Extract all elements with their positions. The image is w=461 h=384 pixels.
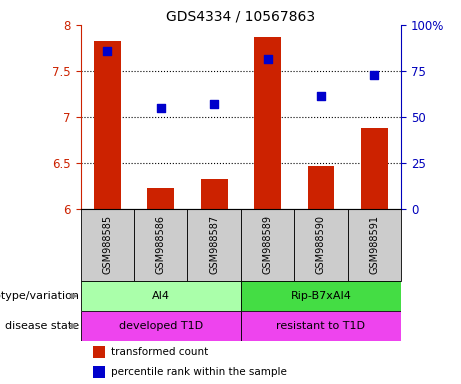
Text: AI4: AI4 bbox=[152, 291, 170, 301]
Bar bbox=[81, 281, 241, 311]
Bar bbox=[94, 366, 105, 378]
Bar bbox=[201, 179, 228, 209]
Bar bbox=[94, 41, 121, 209]
Text: resistant to T1D: resistant to T1D bbox=[277, 321, 366, 331]
Bar bbox=[241, 311, 401, 341]
Point bbox=[211, 101, 218, 107]
Bar bbox=[134, 209, 188, 281]
Bar bbox=[294, 209, 348, 281]
Bar bbox=[81, 209, 134, 281]
Text: percentile rank within the sample: percentile rank within the sample bbox=[111, 367, 287, 377]
Bar bbox=[241, 281, 401, 311]
Text: GSM988586: GSM988586 bbox=[156, 215, 166, 274]
Bar bbox=[348, 209, 401, 281]
Text: GSM988591: GSM988591 bbox=[369, 215, 379, 274]
Text: developed T1D: developed T1D bbox=[119, 321, 203, 331]
Point bbox=[317, 93, 325, 99]
Text: disease state: disease state bbox=[6, 321, 80, 331]
Point bbox=[104, 48, 111, 54]
Text: GSM988587: GSM988587 bbox=[209, 215, 219, 275]
Text: genotype/variation: genotype/variation bbox=[0, 291, 80, 301]
Bar bbox=[361, 128, 388, 209]
Point bbox=[371, 71, 378, 78]
Text: Rip-B7xAI4: Rip-B7xAI4 bbox=[290, 291, 351, 301]
Title: GDS4334 / 10567863: GDS4334 / 10567863 bbox=[166, 10, 315, 24]
Bar bbox=[254, 37, 281, 209]
Bar bbox=[94, 346, 105, 358]
Bar bbox=[81, 311, 241, 341]
Text: GSM988589: GSM988589 bbox=[263, 215, 272, 274]
Text: transformed count: transformed count bbox=[111, 347, 208, 357]
Bar bbox=[241, 209, 294, 281]
Bar bbox=[148, 189, 174, 209]
Point bbox=[157, 104, 165, 111]
Bar bbox=[188, 209, 241, 281]
Text: GSM988590: GSM988590 bbox=[316, 215, 326, 274]
Text: GSM988585: GSM988585 bbox=[102, 215, 112, 275]
Bar bbox=[307, 166, 334, 209]
Point bbox=[264, 56, 271, 62]
